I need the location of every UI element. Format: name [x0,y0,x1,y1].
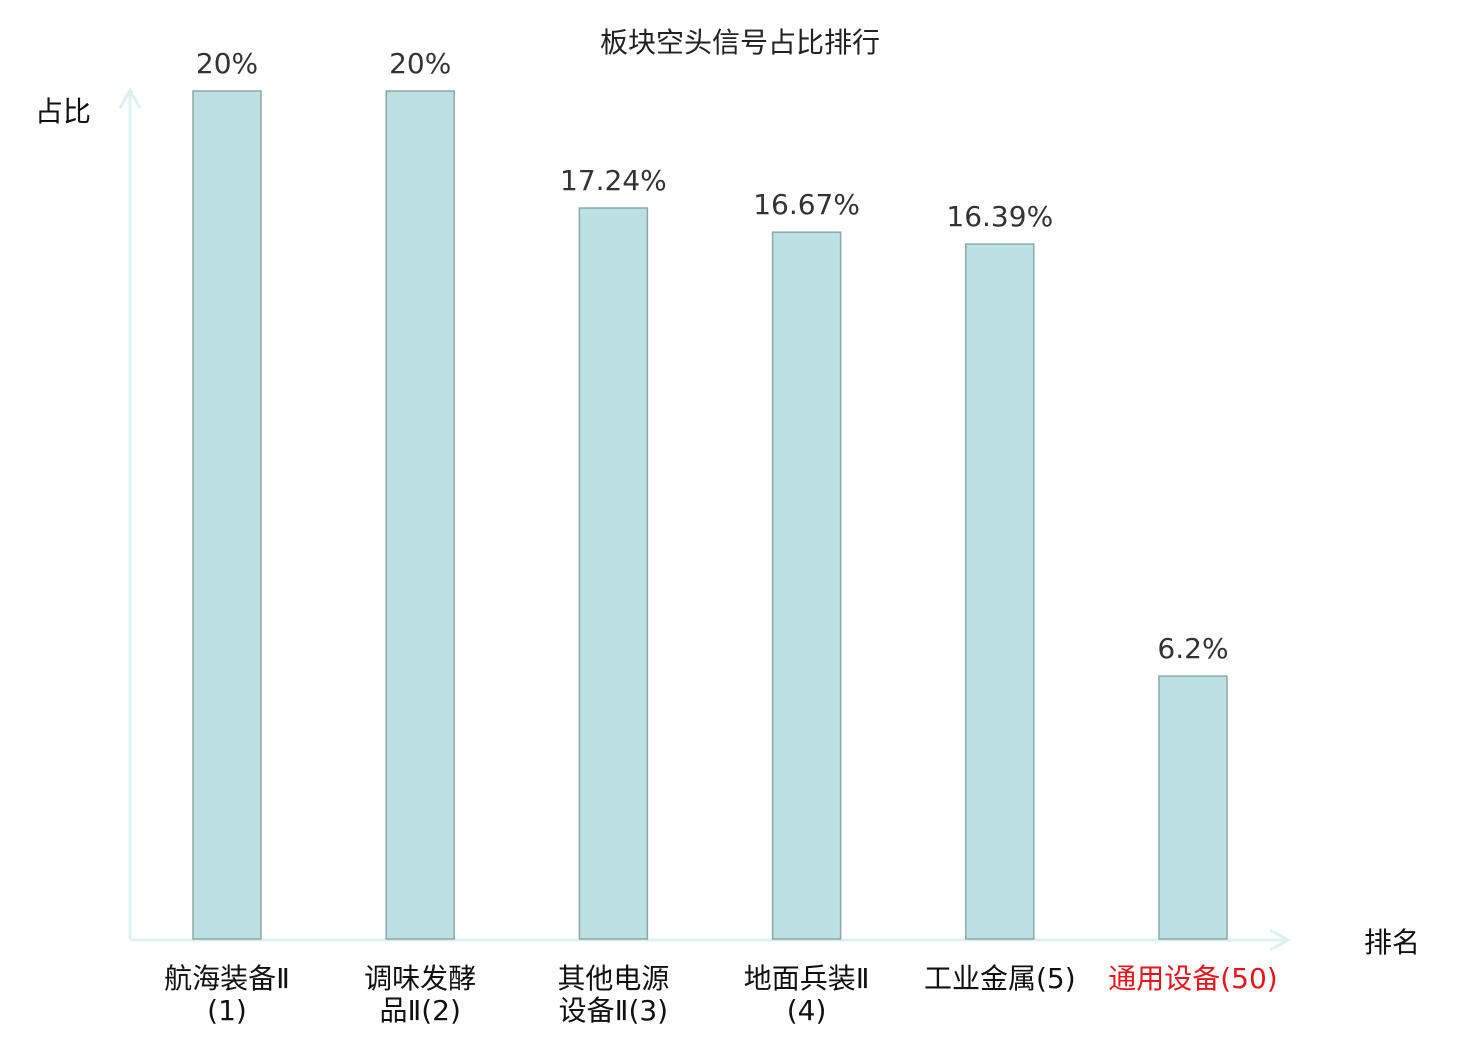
axes [118,86,1292,952]
bar-value-label: 6.2% [1157,632,1228,665]
bar-value-label: 20% [196,47,258,80]
bar [965,243,1035,940]
chart-title: 板块空头信号占比排行 [600,26,880,59]
x-axis-arrow-icon [1269,928,1292,952]
x-tick-label: 通用设备(50) [1108,962,1278,995]
bar [385,90,455,940]
x-tick-label: 工业金属(5) [923,962,1076,995]
bar-value-label: 16.39% [946,200,1053,233]
bar [578,207,649,940]
bar [192,90,262,940]
bars: 20% 20% 17.24% 16.67% 16.39% 6.2% [192,47,1229,940]
x-tick-label: 地面兵装Ⅱ(4) [743,962,870,1027]
x-tick-label: 调味发酵品Ⅱ(2) [364,962,477,1027]
y-axis-label: 占比 [35,95,91,128]
bar-value-label: 20% [389,47,451,80]
y-axis-arrow-icon [118,86,142,109]
x-tick-label: 其他电源设备Ⅱ(3) [557,962,670,1027]
bar-value-label: 16.67% [753,188,860,221]
bar [1158,675,1228,940]
bar-value-label: 17.24% [560,164,667,197]
bar [771,231,842,940]
x-tick-label: 航海装备Ⅱ(1) [164,962,290,1027]
x-axis-label: 排名 [1364,926,1420,959]
